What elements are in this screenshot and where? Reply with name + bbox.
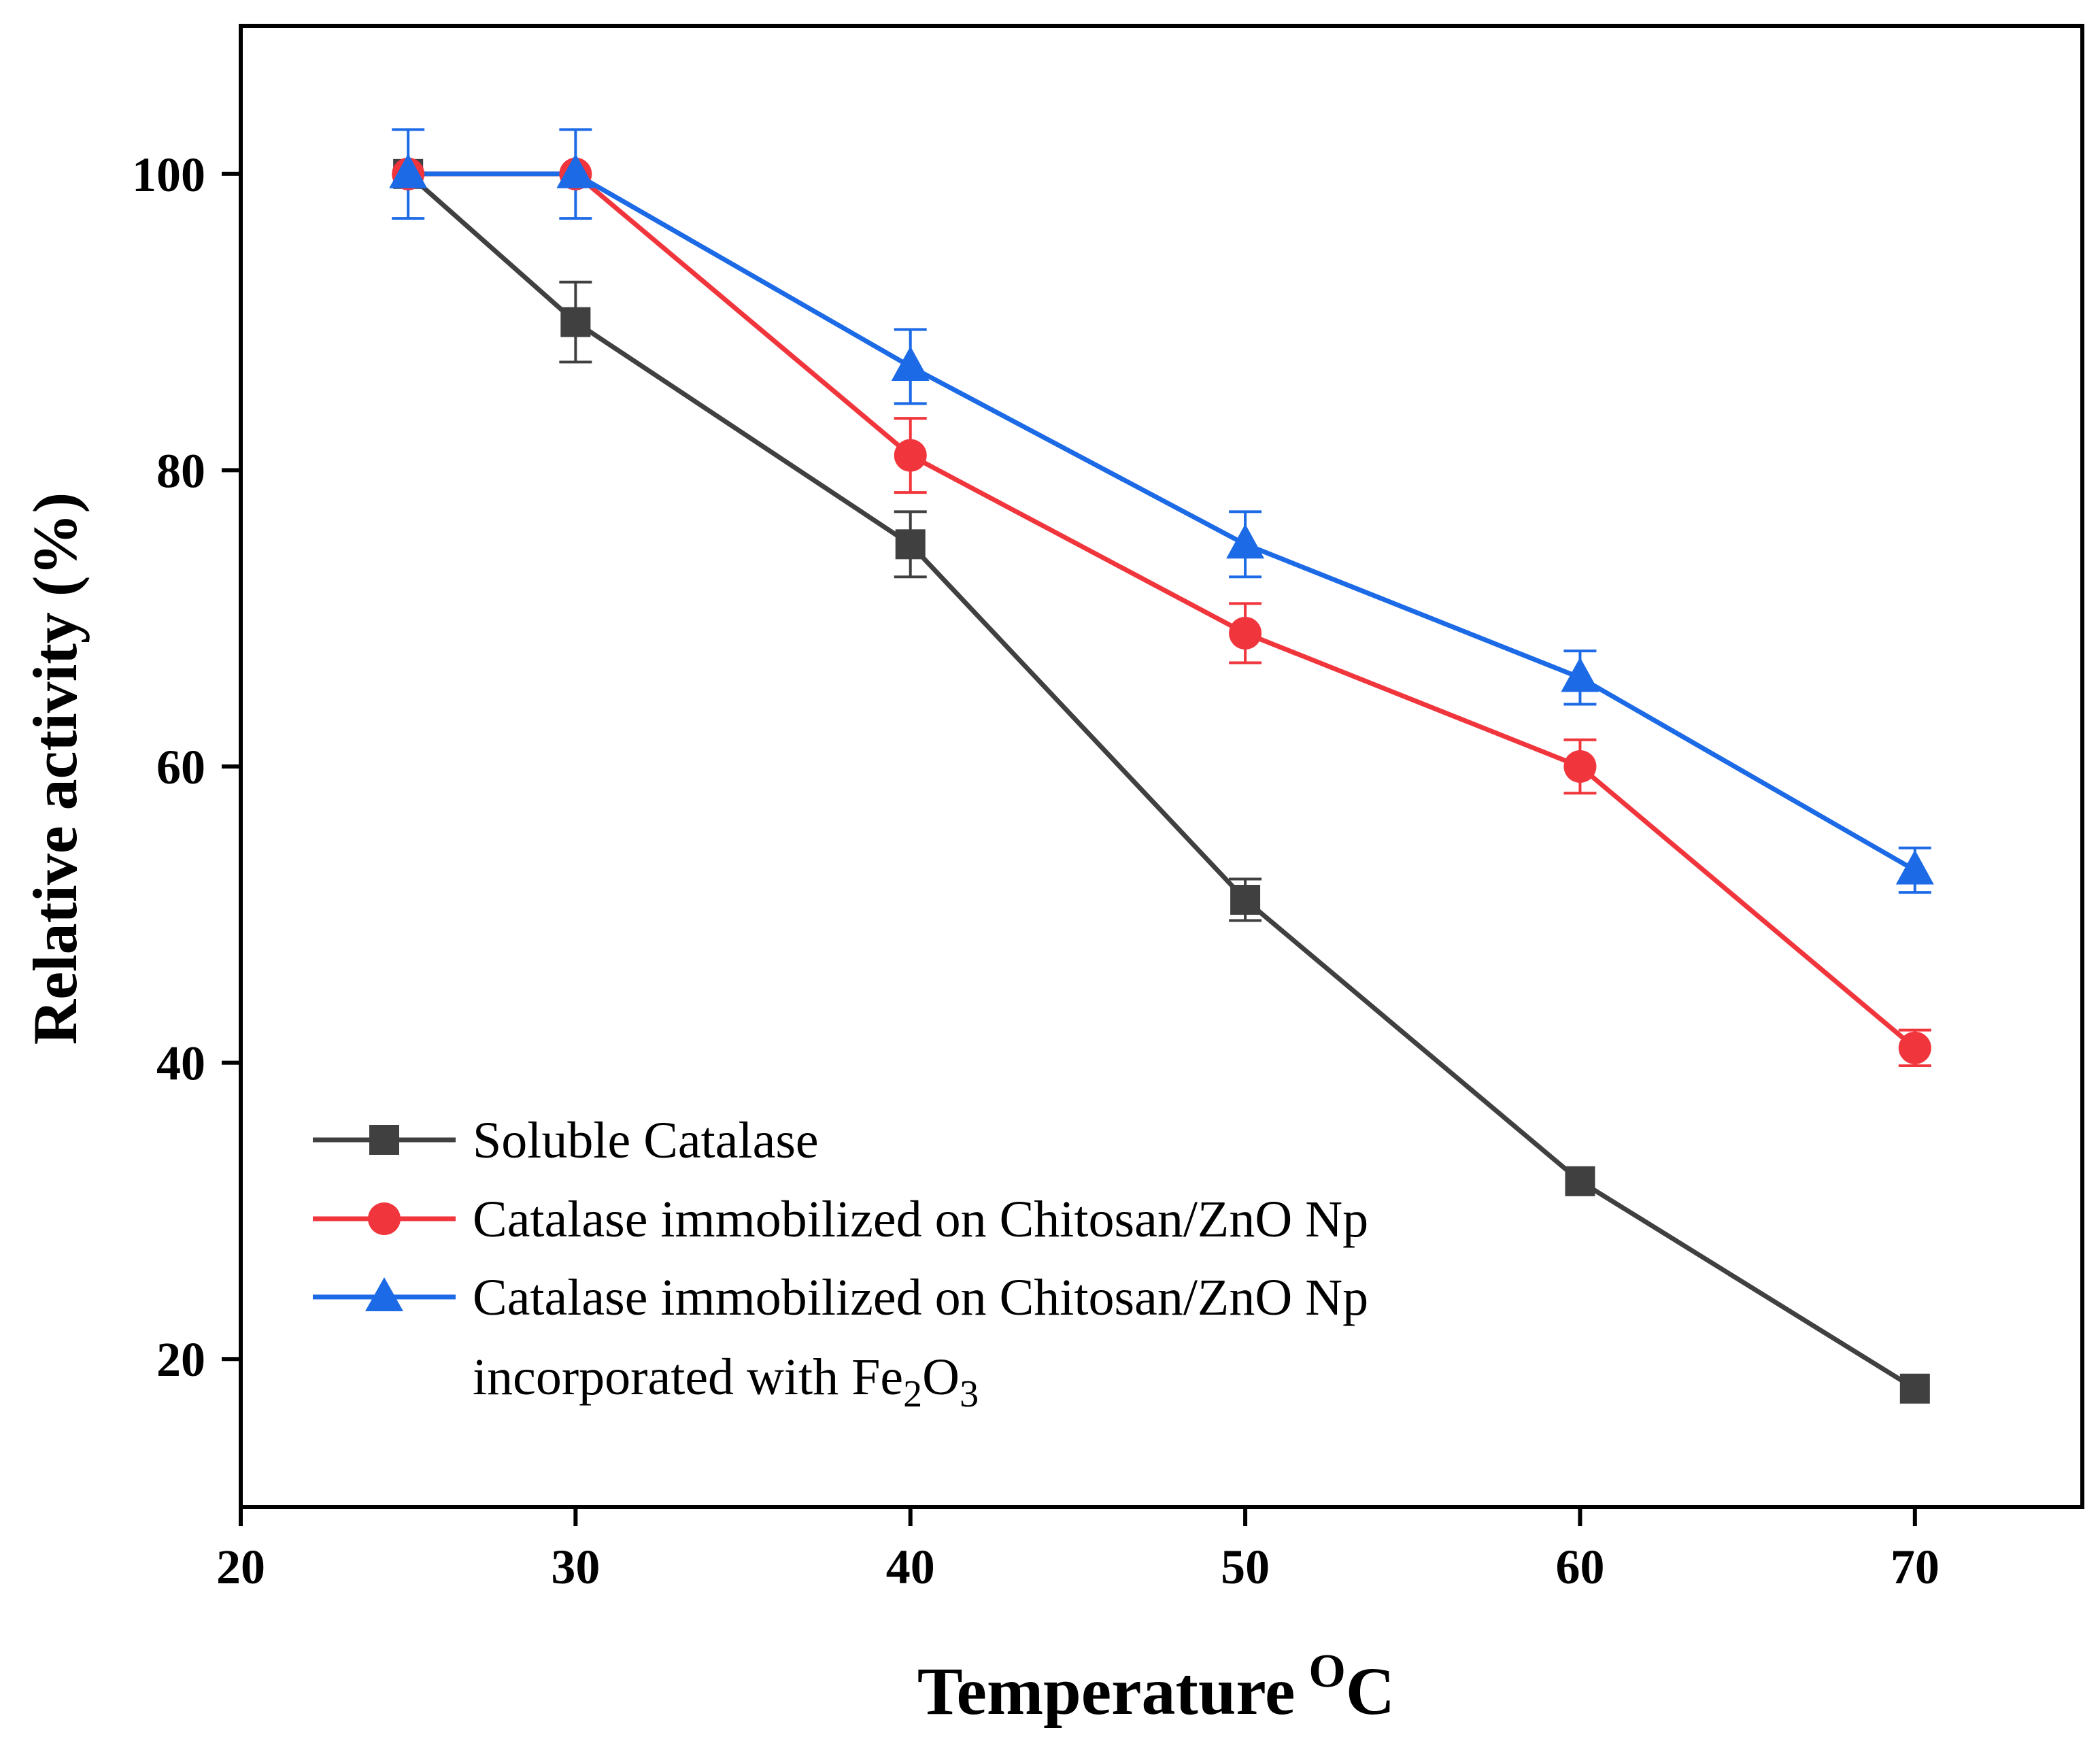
legend-label-chitosan-zno: Catalase immobilized on Chitosan/ZnO Np	[473, 1191, 1368, 1248]
legend-fe2o3-sub2: 3	[960, 1373, 979, 1415]
data-point-triangle	[556, 153, 595, 188]
data-point-triangle	[1895, 849, 1934, 885]
legend: Soluble Catalase Catalase immobilized on…	[313, 1112, 1368, 1415]
legend-fe2o3-prefix: incorporated with Fe	[473, 1349, 903, 1406]
x-axis-title-suffix: C	[1346, 1653, 1395, 1729]
x-axis-title-superscript: O	[1308, 1645, 1345, 1698]
x-tick-label: 50	[1221, 1540, 1270, 1594]
data-point-square	[1899, 1373, 1930, 1404]
data-point-triangle	[389, 153, 428, 188]
legend-label-soluble: Soluble Catalase	[473, 1112, 819, 1169]
legend-label-fe2o3-line1: Catalase immobilized on Chitosan/ZnO Np	[473, 1269, 1368, 1326]
y-tick-label: 20	[156, 1332, 205, 1387]
legend-marker-square	[369, 1125, 399, 1155]
x-tick-label: 20	[216, 1540, 265, 1594]
data-point-triangle	[1226, 524, 1265, 559]
data-point-circle	[1229, 616, 1262, 650]
x-tick-label: 70	[1891, 1540, 1940, 1594]
series-line-0	[406, 172, 1916, 1391]
y-tick-label: 60	[156, 740, 205, 794]
data-point-square	[560, 307, 591, 337]
data-point-circle	[894, 439, 927, 472]
y-tick-label: 40	[156, 1036, 205, 1091]
x-tick-label: 40	[886, 1540, 935, 1594]
data-point-circle	[1898, 1031, 1931, 1064]
data-point-square	[895, 529, 926, 560]
plot-lines	[406, 171, 1917, 1391]
x-tick-label: 30	[551, 1540, 600, 1594]
y-axis-title: Relative activity (%)	[20, 492, 90, 1045]
series-line-2	[408, 171, 1916, 873]
x-axis-title: Temperature OC	[917, 1645, 1395, 1729]
data-point-square	[1565, 1166, 1595, 1196]
legend-marker-triangle	[365, 1277, 403, 1311]
legend-label-fe2o3-line2: incorporated with Fe2O3	[473, 1349, 979, 1415]
data-point-triangle	[1561, 657, 1599, 692]
data-point-circle	[1563, 750, 1597, 783]
data-point-square	[1230, 885, 1261, 915]
axis-ticks: 20 30 40 50 60 70 20 40 60 80 100	[132, 148, 1940, 1594]
legend-marker-circle	[368, 1202, 401, 1235]
y-tick-label: 80	[156, 443, 205, 498]
y-tick-label: 100	[132, 148, 205, 202]
x-axis-title-main: Temperature	[917, 1653, 1295, 1729]
data-point-triangle	[891, 345, 930, 381]
legend-fe2o3-sub1: 2	[903, 1373, 922, 1415]
legend-fe2o3-mid: O	[922, 1349, 960, 1406]
x-tick-label: 60	[1555, 1540, 1604, 1594]
plot-markers	[389, 153, 1934, 1404]
